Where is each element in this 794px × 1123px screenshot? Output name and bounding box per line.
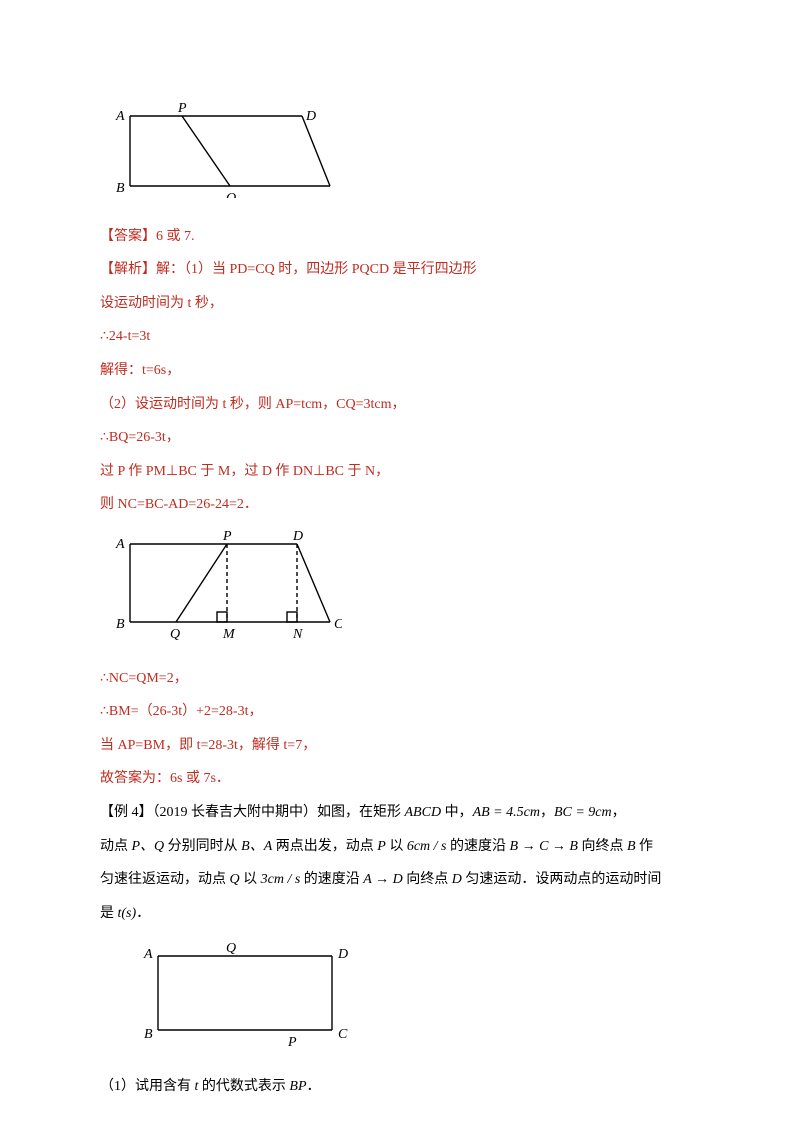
solution-line-7: 过 P 作 PM⊥BC 于 M，过 D 作 DN⊥BC 于 N， xyxy=(100,455,694,489)
solution-line-9: ∴NC=QM=2， xyxy=(100,662,694,696)
solution-line-11: 当 AP=BM，即 t=28-3t，解得 t=7， xyxy=(100,729,694,763)
diagram-trapezoid-1: APDBQC xyxy=(112,98,694,212)
answer-text: 6 或 7. xyxy=(156,229,195,244)
solution-line-10: ∴BM=（26-3t）+2=28-3t， xyxy=(100,695,694,729)
svg-text:P: P xyxy=(287,1035,297,1048)
example-4-line-3: 匀速往返运动，动点 Q 以 3cm / s 的速度沿 A → D 向终点 D 匀… xyxy=(100,863,694,897)
example-4-line-1: 【例 4】（2019 长春吉大附中期中）如图，在矩形 ABCD 中，AB = 4… xyxy=(100,796,694,830)
svg-text:Q: Q xyxy=(226,191,236,198)
svg-text:C: C xyxy=(334,617,342,632)
svg-text:N: N xyxy=(292,627,303,640)
solution-line-3: ∴24-t=3t xyxy=(100,320,694,354)
svg-text:A: A xyxy=(115,109,125,124)
svg-text:Q: Q xyxy=(170,627,180,640)
svg-text:C: C xyxy=(338,1027,348,1042)
svg-text:P: P xyxy=(222,530,232,544)
svg-text:P: P xyxy=(177,101,187,116)
svg-text:D: D xyxy=(305,109,316,124)
solution-line-1: 解：（1）当 PD=CQ 时，四边形 PQCD 是平行四边形 xyxy=(156,262,477,277)
svg-text:D: D xyxy=(337,947,348,962)
solution-line-6: ∴BQ=26-3t， xyxy=(100,421,694,455)
svg-text:D: D xyxy=(292,530,303,544)
svg-text:A: A xyxy=(115,537,125,552)
example-4-line-4: 是 t(s)． xyxy=(100,897,694,931)
svg-text:B: B xyxy=(116,181,125,196)
svg-text:M: M xyxy=(222,627,236,640)
solution-line-5: （2）设运动时间为 t 秒，则 AP=tcm，CQ=3tcm， xyxy=(100,388,694,422)
question-1: （1）试用含有 t 的代数式表示 BP． xyxy=(100,1070,694,1104)
svg-text:B: B xyxy=(144,1027,153,1042)
svg-text:Q: Q xyxy=(226,941,236,956)
diagram-rectangle: A Q D B P C xyxy=(130,938,694,1062)
answer-label: 【答案】 xyxy=(100,229,156,244)
solution-line-12: 故答案为：6s 或 7s． xyxy=(100,762,694,796)
solution-line-4: 解得：t=6s， xyxy=(100,354,694,388)
solution-line-2: 设运动时间为 t 秒， xyxy=(100,287,694,321)
diagram-trapezoid-2: A P D B Q M N C xyxy=(112,530,694,654)
solution-line-8: 则 NC=BC-AD=26-24=2． xyxy=(100,488,694,522)
svg-text:B: B xyxy=(116,617,125,632)
jiexi-label: 【解析】 xyxy=(100,262,156,277)
svg-text:A: A xyxy=(143,947,153,962)
example-4-line-2: 动点 P、Q 分别同时从 B、A 两点出发，动点 P 以 6cm / s 的速度… xyxy=(100,830,694,864)
